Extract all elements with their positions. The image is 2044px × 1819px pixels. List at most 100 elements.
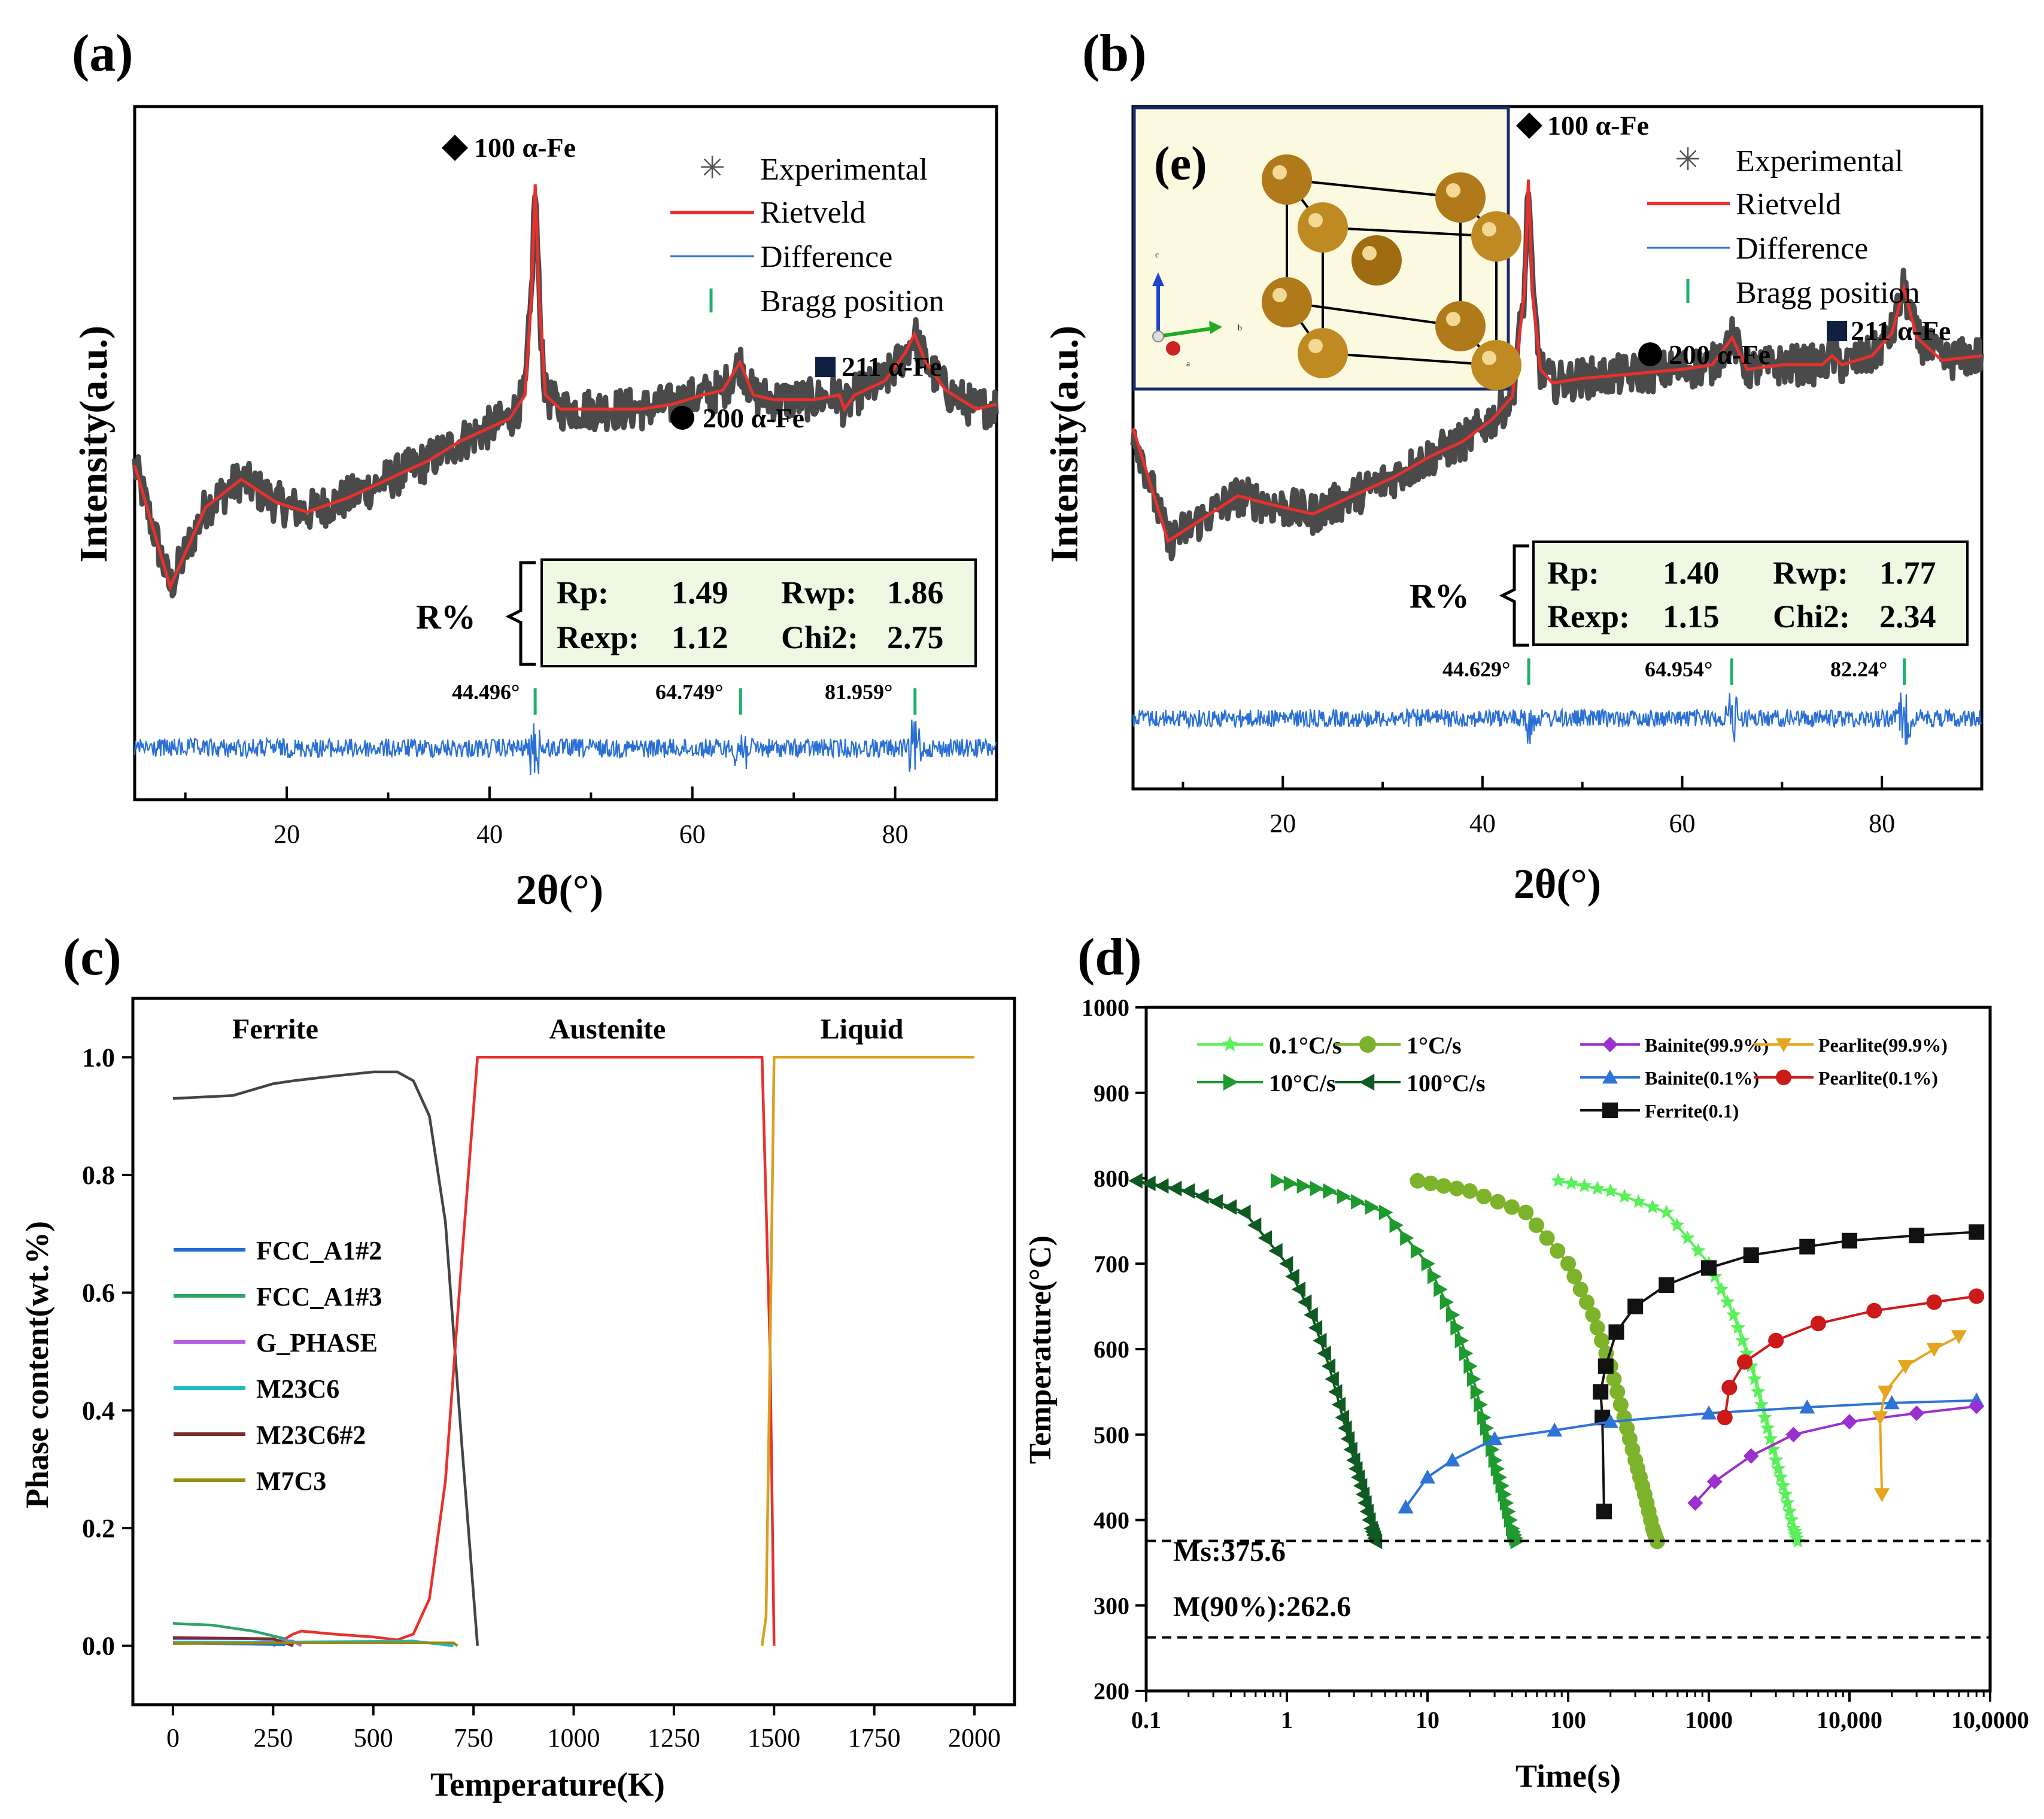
data-marker xyxy=(1750,1384,1766,1398)
panel-b-peak-200: 200 α-Fe xyxy=(1669,339,1770,370)
rwp-label: Rwp: xyxy=(781,575,857,611)
x-tick-label: 1 xyxy=(1281,1706,1293,1733)
diamond-marker-icon xyxy=(442,135,468,161)
data-marker xyxy=(1768,1332,1784,1349)
rexp-label: Rexp: xyxy=(1547,599,1630,634)
chi2-value: 2.75 xyxy=(887,620,944,655)
y-tick-label: 900 xyxy=(1094,1080,1129,1107)
panel-b-label: (b) xyxy=(1082,25,1147,83)
data-marker xyxy=(1298,1294,1312,1310)
data-marker xyxy=(1691,1243,1706,1258)
panel-c-label: (c) xyxy=(63,928,122,986)
panel-b-peak-100: 100 α-Fe xyxy=(1547,110,1649,141)
x-tick-label: 750 xyxy=(454,1723,493,1753)
rwp-value: 1.77 xyxy=(1879,555,1936,591)
rexp-value: 1.12 xyxy=(672,620,728,655)
data-marker xyxy=(1291,1282,1306,1298)
legend-experimental: Experimental xyxy=(1736,144,1903,178)
data-marker xyxy=(1743,1448,1759,1464)
data-marker xyxy=(1285,1268,1299,1284)
data-marker xyxy=(1631,1194,1646,1208)
rp-value: 1.49 xyxy=(672,575,728,611)
legend-label: M23C6 xyxy=(256,1374,339,1404)
rietveld-series xyxy=(1131,179,1982,543)
legend-bragg: Bragg position xyxy=(760,284,944,318)
legend-marker xyxy=(1776,1070,1791,1085)
data-marker xyxy=(1603,1183,1618,1198)
legend-label: Pearlite(0.1%) xyxy=(1818,1067,1938,1089)
data-marker xyxy=(1208,1194,1223,1210)
panel-a-legend: ✳ Experimental Rietveld Difference Bragg… xyxy=(670,151,944,318)
fe-atoms xyxy=(1262,154,1521,390)
panel-b-r-title: R% xyxy=(1410,576,1469,615)
panel-a-peak-200: 200 α-Fe xyxy=(703,403,804,433)
data-marker xyxy=(1736,1354,1753,1370)
x-tick-label: 20 xyxy=(274,819,300,849)
data-marker xyxy=(1770,1460,1786,1475)
legend-label: 10°C/s xyxy=(1269,1070,1336,1097)
x-tick-label: 1000 xyxy=(1685,1706,1733,1733)
data-marker xyxy=(1608,1324,1624,1340)
legend-label: FCC_A1#3 xyxy=(256,1282,382,1311)
panel-a-peak-211: 211 α-Fe xyxy=(842,351,941,382)
panel-d-data xyxy=(1128,1173,1990,1639)
x-tick-label: 10 xyxy=(1416,1706,1439,1733)
series-m7c3 xyxy=(172,1641,458,1647)
panel-b-ticks: 20 40 60 80 xyxy=(1182,776,1983,838)
data-marker xyxy=(1757,1410,1772,1424)
data-marker xyxy=(1323,1183,1337,1199)
data-marker xyxy=(1612,1396,1629,1413)
data-marker xyxy=(1577,1178,1592,1192)
m90-label: M(90%):262.6 xyxy=(1173,1591,1351,1623)
data-marker xyxy=(1550,1243,1566,1259)
data-marker xyxy=(1659,1277,1675,1293)
rwp-label: Rwp: xyxy=(1773,555,1848,591)
x-tick-label: 1250 xyxy=(648,1723,700,1753)
data-marker xyxy=(1335,1410,1349,1426)
data-marker xyxy=(1304,1307,1318,1323)
panel-b-r-box: R% Rp: 1.40 Rwp: 1.77 Rexp: 1.15 Chi2: 2… xyxy=(1410,540,1969,647)
difference-series xyxy=(1132,693,1982,745)
square-marker-icon xyxy=(815,357,836,377)
panel-d-legend: 0.1°C/s 1°C/s 10°C/s 100°C/s Bainite(99.9%) P… xyxy=(1197,1032,1948,1122)
data-marker xyxy=(1627,1298,1644,1314)
data-marker xyxy=(1317,1346,1331,1362)
y-tick-label: 600 xyxy=(1094,1336,1129,1363)
data-marker xyxy=(1778,1486,1793,1501)
panel-b-data xyxy=(1130,179,1984,745)
data-marker xyxy=(1296,1178,1311,1194)
data-marker xyxy=(1585,1307,1601,1323)
axis-c: c xyxy=(1155,251,1159,260)
panel-b-peak-211: 211 α-Fe xyxy=(1851,315,1951,346)
data-marker xyxy=(1969,1288,1985,1304)
data-marker xyxy=(1926,1294,1942,1310)
data-marker xyxy=(1528,1217,1544,1234)
data-marker xyxy=(1596,1504,1612,1520)
legend-label: M7C3 xyxy=(256,1466,326,1496)
data-marker xyxy=(1747,1371,1762,1386)
axis-a: a xyxy=(1186,360,1190,369)
data-marker xyxy=(1572,1282,1589,1298)
data-marker xyxy=(1721,1380,1738,1396)
legend-label: 0.1°C/s xyxy=(1269,1032,1342,1059)
data-marker xyxy=(1590,1180,1605,1195)
data-marker xyxy=(1279,1256,1293,1272)
legend-marker xyxy=(1359,1036,1376,1053)
data-marker xyxy=(1433,1282,1448,1298)
data-marker xyxy=(1346,1452,1360,1468)
data-marker xyxy=(1448,1180,1465,1197)
data-marker xyxy=(1459,1346,1474,1362)
legend-marker xyxy=(1602,1103,1618,1118)
experimental-series xyxy=(1130,190,1984,561)
panel-a-xlabel: 2θ(°) xyxy=(516,867,603,913)
data-marker xyxy=(1427,1268,1442,1284)
legend-marker xyxy=(1602,1037,1618,1052)
x-tick-label: 10,000 xyxy=(1817,1706,1882,1733)
panel-c-ticks: 0 250 500 750 1000 1250 1500 1750 2000 0.0 0.2 0.4 0… xyxy=(82,1043,1001,1753)
data-marker xyxy=(1423,1176,1439,1192)
r-box xyxy=(540,558,977,667)
panel-a-ylabel: Intensity(a.u.) xyxy=(72,326,116,563)
data-marker xyxy=(1773,1469,1788,1484)
data-marker xyxy=(1378,1204,1393,1220)
